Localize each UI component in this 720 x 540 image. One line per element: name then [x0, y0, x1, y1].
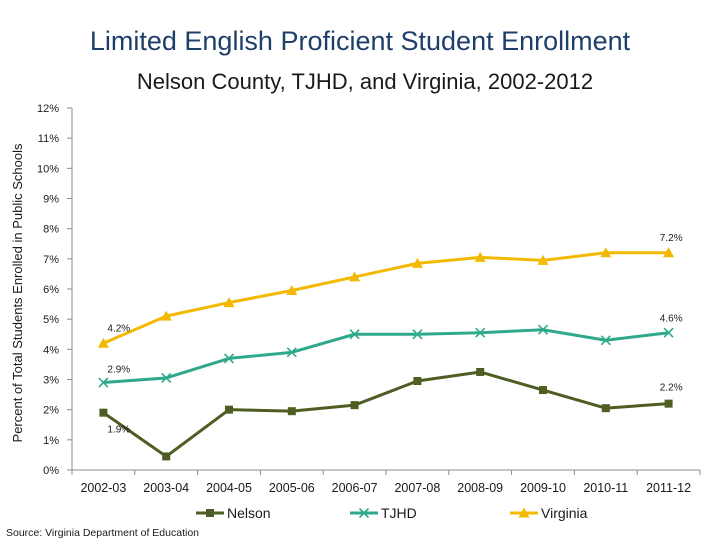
y-tick-label: 4% — [43, 344, 59, 356]
y-tick-label: 6% — [43, 284, 59, 296]
y-tick-label: 2% — [43, 405, 59, 417]
tjhd-point — [161, 372, 172, 384]
nelson-point — [162, 452, 171, 461]
data-label-virginia: 4.2% — [107, 323, 130, 334]
y-tick-labels: 0% 1% 2% 3% 4% 5% 6% 7% 8% 9% 10% 11% 12% — [37, 103, 72, 477]
nelson-point — [99, 408, 108, 417]
virginia-point — [474, 251, 486, 262]
series-tjhd — [98, 324, 674, 388]
tjhd-point — [349, 329, 360, 340]
tjhd-point — [286, 347, 297, 358]
x-tick-label: 2007-08 — [394, 481, 440, 495]
x-tick-label: 2011-12 — [646, 481, 691, 495]
x-tick-label: 2005-06 — [269, 481, 315, 495]
series-group — [97, 247, 675, 461]
virginia-point — [160, 310, 172, 321]
data-label-nelson: 1.9% — [107, 425, 130, 436]
y-tick-label: 7% — [43, 254, 59, 266]
y-tick-label: 8% — [43, 224, 59, 236]
source-note: Source: Virginia Department of Education — [6, 527, 199, 539]
chart-subtitle: Nelson County, TJHD, and Virginia, 2002-… — [137, 69, 593, 94]
data-label-tjhd: 2.9% — [107, 365, 130, 376]
legend-nelson-marker — [206, 509, 214, 517]
virginia-point — [349, 271, 361, 282]
x-tick-label: 2002-03 — [80, 481, 126, 495]
virginia-point — [600, 247, 612, 258]
nelson-point — [225, 405, 233, 414]
virginia-point — [97, 337, 109, 348]
nelson-point — [413, 377, 422, 386]
legend-item-virginia: Virginia — [510, 505, 588, 521]
x-tick-label: 2009-10 — [520, 481, 566, 495]
x-tick-label: 2010-11 — [583, 481, 628, 495]
legend-virginia-marker — [518, 507, 530, 518]
y-tick-label: 12% — [37, 103, 59, 115]
axes — [71, 108, 700, 471]
nelson-point — [476, 367, 485, 376]
legend-label-nelson: Nelson — [227, 505, 271, 521]
tjhd-point — [223, 353, 235, 364]
nelson-point — [539, 386, 547, 395]
legend-item-nelson: Nelson — [196, 505, 271, 521]
tjhd-point — [98, 377, 109, 388]
y-tick-label: 0% — [43, 465, 59, 477]
nelson-point — [601, 404, 610, 413]
nelson-point — [287, 407, 296, 416]
data-labels: 4.2% 7.2% 2.9% 4.6% 1.9% 2.2% — [107, 233, 682, 436]
series-nelson — [99, 367, 673, 461]
x-tick-label: 2006-07 — [332, 481, 378, 495]
tjhd-point — [663, 327, 674, 338]
nelson-point — [664, 399, 673, 408]
virginia-point — [411, 257, 423, 268]
virginia-point — [537, 254, 549, 265]
y-tick-label: 9% — [43, 194, 59, 206]
y-tick-label: 5% — [43, 314, 59, 326]
y-tick-label: 11% — [38, 133, 59, 145]
y-tick-label: 10% — [37, 163, 59, 175]
y-tick-label: 3% — [43, 375, 59, 387]
x-tick-labels: 2002-03 2003-04 2004-05 2005-06 2006-07 2007-… — [71, 470, 701, 495]
data-label-virginia: 7.2% — [660, 233, 683, 244]
x-tick-label: 2008-09 — [457, 481, 503, 495]
x-tick-label: 2004-05 — [206, 481, 252, 495]
legend-item-tjhd: TJHD — [350, 505, 417, 521]
tjhd-point — [475, 327, 486, 338]
legend-label-virginia: Virginia — [541, 505, 588, 521]
virginia-point — [223, 297, 235, 308]
series-virginia — [97, 247, 675, 348]
chart-title: Limited English Proficient Student Enrol… — [90, 26, 631, 56]
virginia-point — [663, 247, 675, 258]
y-tick-label: 1% — [43, 435, 59, 447]
data-label-nelson: 2.2% — [660, 383, 683, 394]
nelson-line — [102, 370, 669, 458]
tjhd-point — [537, 324, 549, 335]
tjhd-line — [103, 328, 669, 385]
virginia-line — [102, 251, 669, 345]
tjhd-point — [412, 329, 423, 340]
legend-tjhd-marker — [358, 507, 370, 519]
virginia-point — [286, 285, 298, 296]
data-label-tjhd: 4.6% — [660, 314, 683, 325]
y-axis-label: Percent of Total Students Enrolled in Pu… — [10, 143, 25, 442]
x-tick-label: 2003-04 — [143, 481, 189, 495]
tjhd-point — [600, 335, 611, 346]
legend-label-tjhd: TJHD — [381, 505, 417, 521]
nelson-point — [350, 401, 359, 410]
legend: Nelson TJHD Virginia — [196, 505, 588, 521]
